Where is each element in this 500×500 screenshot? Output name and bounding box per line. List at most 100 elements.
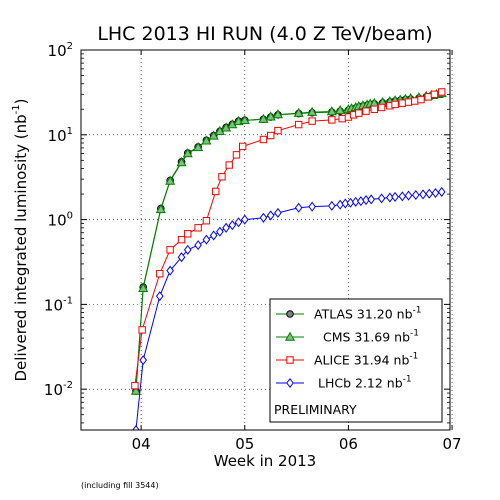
data-point — [367, 194, 376, 205]
data-point — [411, 97, 419, 105]
data-point — [338, 114, 346, 123]
data-point — [391, 100, 399, 109]
data-point — [266, 210, 275, 221]
data-point — [165, 175, 176, 185]
data-point — [308, 117, 316, 125]
data-point — [259, 212, 268, 223]
y-axis-label-close: ) — [12, 98, 30, 104]
data-point — [274, 207, 282, 218]
data-point — [335, 104, 346, 115]
data-point — [183, 244, 192, 255]
data-point — [391, 191, 399, 202]
chart-title: LHC 2013 HI RUN (4.0 Z TeV/beam) — [97, 23, 432, 45]
x-axis-label: Week in 2013 — [214, 452, 316, 470]
data-point — [182, 148, 193, 158]
data-point — [202, 217, 211, 225]
data-point — [166, 265, 174, 276]
data-point — [238, 142, 247, 151]
series-3 — [132, 186, 446, 430]
data-point — [201, 135, 212, 145]
data-point — [232, 151, 241, 159]
data-point — [130, 385, 141, 395]
data-point — [424, 93, 432, 101]
data-point — [308, 201, 316, 212]
data-point — [328, 116, 336, 124]
data-point — [370, 105, 379, 113]
data-point — [240, 214, 249, 225]
x-tick-label: 07 — [443, 435, 462, 453]
data-point — [398, 191, 407, 202]
data-point — [132, 424, 140, 430]
data-point — [437, 186, 446, 197]
data-point — [355, 109, 363, 117]
data-point — [194, 224, 202, 232]
data-point — [234, 217, 243, 228]
series-layer — [130, 88, 447, 430]
data-point — [377, 193, 386, 204]
data-point — [419, 189, 427, 200]
data-point — [398, 99, 407, 107]
x-tick-label: 05 — [235, 435, 254, 453]
data-point — [430, 90, 439, 99]
data-point — [184, 230, 192, 238]
legend-entries: ATLAS 31.20 nb-1 CMS 31.69 nb-1 ALICE 31.9… — [276, 306, 422, 391]
legend-label: ALICE 31.94 nb-1 — [314, 352, 418, 368]
data-point — [218, 173, 226, 181]
x-tick-labels: 04 05 06 07 — [132, 435, 462, 453]
x-tick-label: 04 — [132, 435, 151, 453]
y-tick-label: 100 — [48, 211, 73, 230]
data-point — [193, 141, 204, 152]
data-point — [258, 113, 269, 123]
data-point — [417, 95, 425, 104]
data-point — [176, 157, 187, 167]
data-point — [239, 114, 250, 125]
x-tick-label: 06 — [339, 435, 358, 453]
data-point — [202, 234, 211, 245]
plot-border — [80, 49, 451, 431]
y-tick-labels: 10-2 10-1 100 101 102 — [44, 41, 73, 399]
data-point — [209, 230, 218, 241]
y-tick-label: 10-1 — [44, 295, 73, 314]
y-axis-label: Delivered integrated luminosity (nb-1) — [11, 98, 30, 381]
y-tick-label: 10-2 — [44, 380, 73, 399]
data-point — [138, 326, 146, 334]
data-point — [362, 107, 370, 115]
data-point — [438, 88, 446, 96]
data-point — [131, 381, 139, 390]
data-point — [208, 130, 219, 140]
data-point — [259, 135, 268, 144]
footnote: (including fill 3544) — [81, 481, 159, 490]
data-point — [377, 103, 386, 112]
data-point — [266, 131, 275, 140]
data-point — [328, 200, 336, 211]
data-point — [425, 188, 434, 199]
data-point — [404, 98, 413, 106]
data-point — [228, 220, 237, 231]
data-point — [139, 355, 148, 366]
legend-marker — [286, 310, 294, 318]
legend-label: LHCb 2.12 nb-1 — [318, 375, 412, 391]
data-point — [225, 161, 233, 169]
data-point — [166, 246, 174, 254]
data-point — [431, 187, 440, 198]
data-point — [265, 111, 276, 121]
data-point — [155, 203, 166, 214]
data-point — [156, 270, 164, 278]
plot-area — [80, 49, 453, 431]
data-point — [272, 109, 283, 119]
data-point — [411, 189, 420, 201]
legend: ATLAS 31.20 nb-1 CMS 31.69 nb-1 ALICE 31.9… — [269, 298, 443, 423]
y-tick-label: 101 — [48, 126, 73, 145]
y-axis-label-sup: -1 — [11, 104, 22, 114]
legend-marker — [286, 356, 294, 364]
data-point — [177, 235, 186, 244]
series-2 — [131, 88, 446, 390]
data-point — [216, 226, 224, 237]
legend-marker — [284, 331, 296, 341]
data-point — [274, 126, 282, 135]
data-point — [404, 190, 413, 201]
y-axis-label-text: Delivered integrated luminosity (nb — [12, 114, 30, 381]
legend-marker — [286, 377, 294, 389]
legend-label: CMS 31.69 nb-1 — [323, 329, 419, 345]
